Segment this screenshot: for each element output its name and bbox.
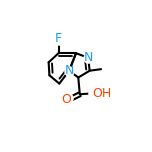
Text: N: N — [64, 64, 74, 77]
Text: F: F — [55, 31, 62, 45]
Text: N: N — [83, 51, 93, 64]
Text: OH: OH — [92, 87, 111, 100]
Text: O: O — [62, 93, 71, 106]
